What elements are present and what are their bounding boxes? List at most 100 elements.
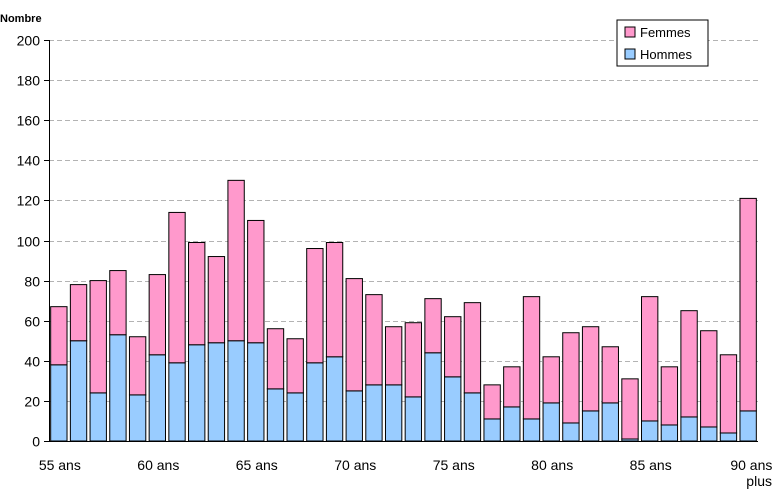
- bar-femmes: [719, 354, 738, 434]
- bar-femmes: [463, 302, 482, 394]
- legend-label-hommes: Hommes: [640, 47, 693, 62]
- bar-femmes: [384, 326, 403, 386]
- y-tick-label: 200: [17, 33, 41, 49]
- bar-hommes: [601, 402, 619, 442]
- bar-femmes: [641, 296, 659, 422]
- bar-hommes: [227, 340, 245, 442]
- bar-femmes: [207, 256, 226, 344]
- bar-femmes: [660, 366, 679, 426]
- y-tick-label: 80: [24, 274, 40, 290]
- bar-hommes: [345, 390, 363, 442]
- bar-femmes: [365, 294, 383, 386]
- bar-hommes: [128, 394, 147, 442]
- y-tick-label: 160: [17, 113, 41, 129]
- bar-femmes: [128, 336, 147, 396]
- gridlines: [44, 40, 758, 442]
- bar-femmes: [325, 242, 344, 358]
- bar-femmes: [404, 322, 423, 398]
- bar-hommes: [444, 376, 462, 442]
- legend-label-femmes: Femmes: [640, 25, 691, 40]
- bar-hommes: [148, 354, 166, 442]
- bar-femmes: [424, 298, 442, 354]
- bar-hommes: [247, 342, 265, 442]
- y-tick-label: 180: [17, 73, 41, 89]
- legend-swatch-hommes: [624, 48, 636, 60]
- bar-hommes: [306, 362, 324, 442]
- bar-hommes: [680, 416, 698, 442]
- bar-femmes: [168, 211, 186, 364]
- bar-hommes: [207, 342, 226, 442]
- x-tick-label: 85 ans: [630, 457, 672, 473]
- bar-femmes: [621, 378, 639, 440]
- bar-hommes: [325, 356, 344, 442]
- axes: [49, 40, 758, 442]
- bar-hommes: [266, 388, 285, 442]
- bar-femmes: [50, 306, 68, 366]
- bar-hommes: [365, 384, 383, 442]
- x-tick-label: 55 ans: [39, 457, 81, 473]
- bar-hommes: [463, 392, 482, 442]
- bar-hommes: [641, 420, 659, 442]
- bar-hommes: [562, 422, 580, 442]
- bar-femmes: [345, 278, 363, 392]
- bar-hommes: [168, 362, 186, 442]
- x-tick-label: 80 ans: [531, 457, 573, 473]
- bar-femmes: [69, 284, 88, 342]
- bar-hommes: [89, 392, 107, 442]
- bar-hommes: [69, 340, 88, 442]
- legend: Femmes Hommes: [616, 19, 709, 67]
- bar-femmes: [562, 332, 580, 424]
- bar-hommes: [522, 418, 541, 442]
- y-axis-title: Nombre: [0, 13, 42, 25]
- bar-femmes: [542, 356, 560, 404]
- bar-femmes: [227, 179, 245, 342]
- bar-femmes: [700, 330, 718, 428]
- bar-hommes: [286, 392, 304, 442]
- bars: [50, 179, 757, 442]
- y-tick-label: 120: [17, 193, 41, 209]
- bar-hommes: [109, 334, 127, 442]
- bar-femmes: [522, 296, 541, 420]
- bar-hommes: [503, 406, 521, 442]
- x-tick-label: 70 ans: [334, 457, 376, 473]
- bar-hommes: [542, 402, 560, 442]
- x-tick-label: 90 ans etplus: [730, 457, 776, 489]
- bar-hommes: [50, 364, 68, 442]
- y-tick-label: 20: [24, 394, 40, 410]
- bar-femmes: [680, 310, 698, 418]
- bar-femmes: [148, 274, 166, 356]
- bar-femmes: [247, 219, 265, 344]
- bar-femmes: [89, 280, 107, 394]
- bar-femmes: [286, 338, 304, 394]
- bar-hommes: [660, 424, 679, 442]
- bar-femmes: [109, 270, 127, 336]
- bar-femmes: [503, 366, 521, 408]
- y-tick-label: 140: [17, 153, 41, 169]
- y-tick-label: 40: [24, 354, 40, 370]
- y-tick-label: 100: [17, 234, 41, 250]
- bar-femmes: [601, 346, 619, 404]
- y-tick-label: 60: [24, 314, 40, 330]
- bar-femmes: [581, 326, 600, 412]
- x-tick-label: 60 ans: [137, 457, 179, 473]
- x-tick-labels: 55 ans 60 ans 65 ans 70 ans 75 ans 80 ans 85 a…: [39, 457, 776, 489]
- bar-femmes: [739, 197, 757, 412]
- bar-femmes: [483, 384, 501, 420]
- bar-femmes: [306, 248, 324, 364]
- bar-hommes: [719, 432, 738, 442]
- bar-femmes: [444, 316, 462, 378]
- bar-hommes: [424, 352, 442, 442]
- y-tick-label: 0: [32, 434, 40, 450]
- bar-hommes: [739, 410, 757, 442]
- x-tick-label: 75 ans: [433, 457, 475, 473]
- bar-hommes: [188, 344, 206, 442]
- bar-femmes: [188, 242, 206, 346]
- bar-hommes: [384, 384, 403, 442]
- bar-hommes: [404, 396, 423, 442]
- legend-swatch-femmes: [624, 26, 636, 38]
- bar-hommes: [483, 418, 501, 442]
- x-tick-label: 65 ans: [236, 457, 278, 473]
- bar-hommes: [700, 426, 718, 442]
